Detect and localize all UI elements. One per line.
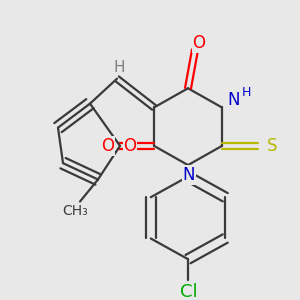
Text: CH₃: CH₃ xyxy=(62,204,88,218)
Text: N: N xyxy=(228,91,240,109)
Text: S: S xyxy=(267,137,277,155)
Text: H: H xyxy=(113,60,125,75)
Text: N: N xyxy=(183,166,195,184)
Text: O: O xyxy=(124,137,136,155)
Text: O: O xyxy=(101,137,115,155)
Text: Cl: Cl xyxy=(180,283,198,300)
Text: H: H xyxy=(241,85,251,99)
Text: O: O xyxy=(193,34,206,52)
